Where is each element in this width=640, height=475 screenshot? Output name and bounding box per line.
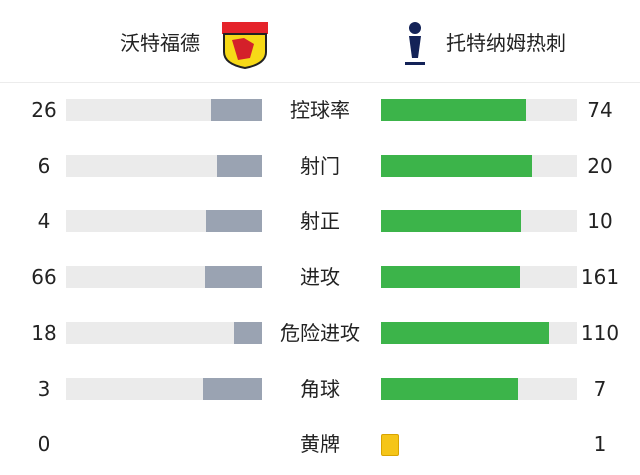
home-track	[66, 377, 262, 400]
home-team-name: 沃特福德	[120, 31, 200, 55]
away-track	[381, 154, 577, 177]
away-bar	[381, 321, 550, 344]
home-bar	[205, 266, 262, 289]
stat-label: 黄牌	[300, 432, 340, 457]
home-track	[66, 321, 262, 344]
away-bar	[381, 210, 521, 233]
stat-label: 角球	[300, 376, 340, 401]
away-bar	[381, 266, 520, 289]
away-bar	[381, 377, 519, 400]
away-value: 110	[580, 320, 620, 345]
away-value: 161	[580, 265, 620, 290]
home-value: 4	[37, 209, 51, 234]
stat-label: 进攻	[300, 265, 340, 290]
away-team-name: 托特纳姆热刺	[446, 31, 566, 55]
away-track	[381, 266, 577, 289]
away-team-logo	[405, 22, 425, 65]
home-track	[66, 210, 262, 233]
home-bar	[216, 154, 262, 177]
home-track	[66, 154, 262, 177]
away-track	[381, 99, 577, 121]
home-value: 18	[31, 320, 57, 345]
home-value: 6	[37, 153, 51, 178]
home-value: 66	[31, 265, 57, 290]
away-value: 1	[593, 432, 607, 457]
stat-label: 危险进攻	[280, 320, 360, 345]
away-value: 10	[587, 209, 613, 234]
away-track	[381, 321, 577, 344]
away-bar	[381, 154, 532, 177]
home-team-logo	[222, 22, 268, 70]
home-bar	[211, 99, 262, 121]
stat-label: 射门	[300, 153, 340, 178]
home-bar	[234, 321, 262, 344]
away-value: 20	[587, 153, 613, 178]
header-divider	[0, 82, 640, 83]
away-value: 74	[587, 98, 613, 122]
home-track	[66, 99, 262, 121]
stat-label: 射正	[300, 209, 340, 234]
home-bar	[203, 377, 262, 400]
away-track	[381, 210, 577, 233]
home-bar	[206, 210, 262, 233]
home-value: 0	[37, 432, 51, 457]
away-value: 7	[593, 376, 607, 401]
away-track	[381, 377, 577, 400]
home-value: 3	[37, 376, 51, 401]
home-track	[66, 266, 262, 289]
away-bar	[381, 99, 527, 121]
home-value: 26	[31, 98, 57, 122]
stat-label: 控球率	[290, 98, 350, 122]
away-card	[381, 434, 399, 457]
